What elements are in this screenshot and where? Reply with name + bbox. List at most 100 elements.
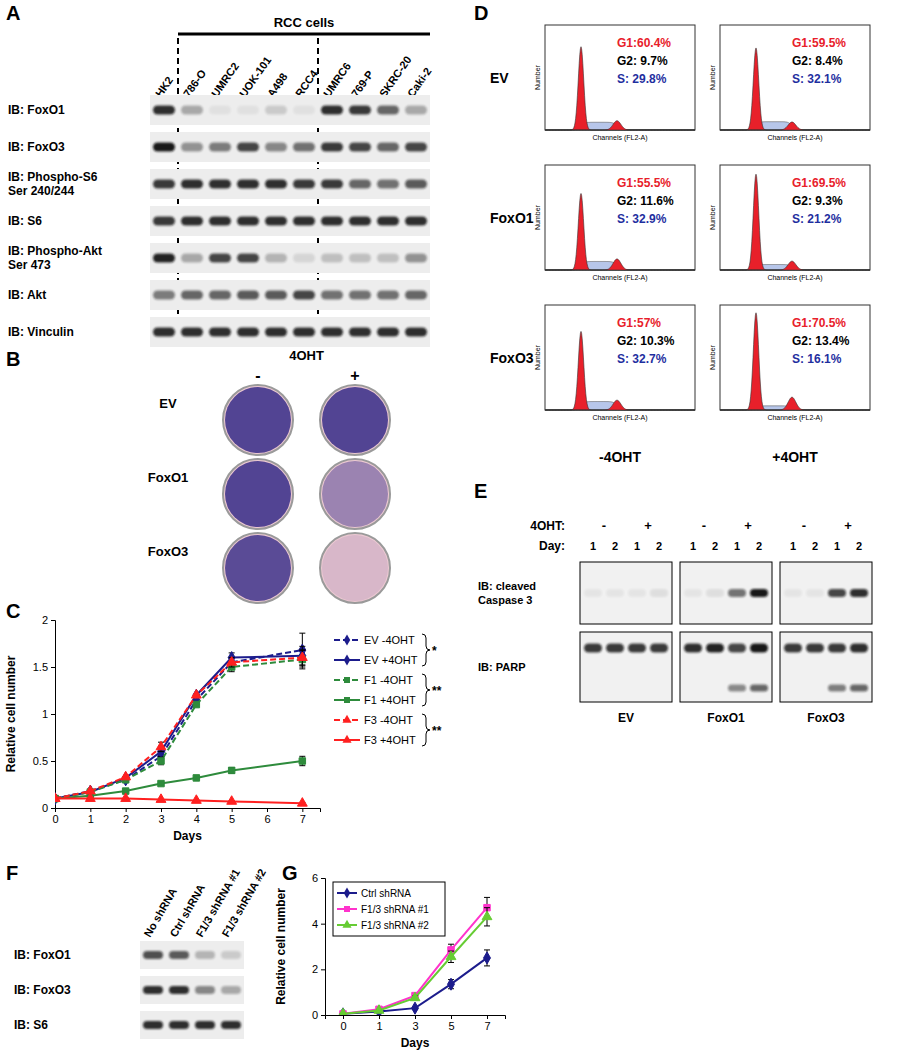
band	[293, 291, 315, 300]
band	[706, 589, 724, 597]
panel-letter: A	[6, 2, 20, 24]
day-number: 2	[856, 540, 862, 552]
band	[169, 1021, 189, 1029]
marker	[156, 741, 166, 750]
tick: 6	[264, 808, 270, 825]
band	[377, 180, 399, 189]
band	[209, 180, 231, 189]
blot-strip	[150, 132, 430, 162]
blot-strip	[140, 976, 244, 1004]
plot-frame	[545, 165, 695, 270]
tick-mark	[161, 808, 162, 812]
day-number: 1	[790, 540, 796, 552]
band	[237, 143, 259, 152]
band	[684, 644, 702, 653]
row-label: IB: S6	[8, 214, 42, 228]
day-number: 2	[712, 540, 718, 552]
plot-frame	[720, 165, 870, 270]
band	[321, 180, 343, 189]
legend-marker	[344, 887, 350, 898]
axis-line	[51, 621, 56, 809]
legend-label: F3 -4OHT	[364, 714, 413, 726]
legend-label: F1/3 shRNA #2	[361, 920, 429, 931]
legend-label: F1 +4OHT	[364, 694, 416, 706]
band	[265, 180, 287, 189]
colony-stain	[225, 535, 291, 601]
blot-strip	[680, 562, 772, 624]
blot-strip	[150, 95, 430, 125]
band	[806, 589, 824, 597]
band	[209, 106, 231, 115]
marker	[193, 701, 199, 707]
s-label: S: 32.9%	[617, 212, 667, 226]
marker	[55, 793, 60, 802]
s-label: S: 32.7%	[617, 352, 667, 366]
band	[728, 644, 746, 653]
significance: **	[432, 724, 442, 738]
band	[321, 254, 343, 263]
band	[265, 291, 287, 300]
band	[221, 951, 241, 959]
g2-label: G2: 10.3%	[617, 334, 675, 348]
panel-letter: G	[282, 862, 298, 884]
axis-title: Relative cell number	[4, 655, 18, 772]
band	[321, 217, 343, 226]
legend: Ctrl shRNAF1/3 shRNA #1F1/3 shRNA #2	[333, 882, 445, 936]
marker	[412, 1002, 419, 1014]
blot-strip	[150, 243, 430, 273]
row-label: Ser 473	[8, 258, 51, 272]
band	[606, 644, 624, 653]
band	[650, 644, 668, 653]
blot-strip	[150, 317, 430, 347]
tick-mark	[451, 1015, 452, 1019]
tick: 1	[376, 1015, 382, 1032]
band	[169, 986, 189, 994]
column-label: +4OHT	[772, 449, 818, 465]
s-label: S: 32.1%	[792, 72, 842, 86]
marker	[227, 796, 237, 805]
tick: 4	[194, 808, 200, 825]
band	[377, 328, 399, 337]
g1-label: G1:55.5%	[617, 176, 671, 190]
band	[684, 589, 702, 597]
band	[706, 644, 724, 653]
tick: 1	[88, 808, 94, 825]
band	[237, 291, 259, 300]
g1-label: G1:57%	[617, 316, 661, 330]
tick-mark	[302, 808, 303, 812]
group-label: FoxO1	[707, 711, 745, 725]
tick-label: 0	[340, 1020, 346, 1032]
axis-title: Channels (FL2-A)	[767, 134, 822, 142]
band	[153, 328, 175, 337]
marker	[374, 1005, 384, 1014]
g2-label: G2: 9.3%	[792, 194, 843, 208]
s-label: S: 29.8%	[617, 72, 667, 86]
legend-marker	[342, 735, 351, 743]
well	[223, 459, 293, 529]
marker	[158, 780, 164, 786]
band	[850, 644, 868, 653]
row-label: EV	[490, 70, 509, 86]
row-label: IB: Vinculin	[8, 325, 74, 339]
tick-mark	[51, 667, 55, 668]
condition-label: +	[350, 367, 359, 384]
band	[349, 143, 371, 152]
band	[293, 254, 315, 263]
marker	[446, 951, 456, 960]
well	[320, 385, 390, 455]
legend-marker	[342, 715, 351, 723]
well	[223, 385, 293, 455]
marker	[191, 795, 201, 804]
band	[828, 589, 846, 597]
tick-label: 0	[312, 1009, 318, 1021]
marker	[121, 793, 131, 802]
tick-label: 7	[300, 813, 306, 825]
legend-label: EV -4OHT	[364, 634, 415, 646]
band	[321, 143, 343, 152]
lane-label: Caki-2	[405, 65, 434, 99]
band	[237, 328, 259, 337]
tick: 5	[229, 808, 235, 825]
tick-mark	[343, 1015, 344, 1019]
tick: 3	[158, 808, 164, 825]
tick-label: 5	[448, 1020, 454, 1032]
